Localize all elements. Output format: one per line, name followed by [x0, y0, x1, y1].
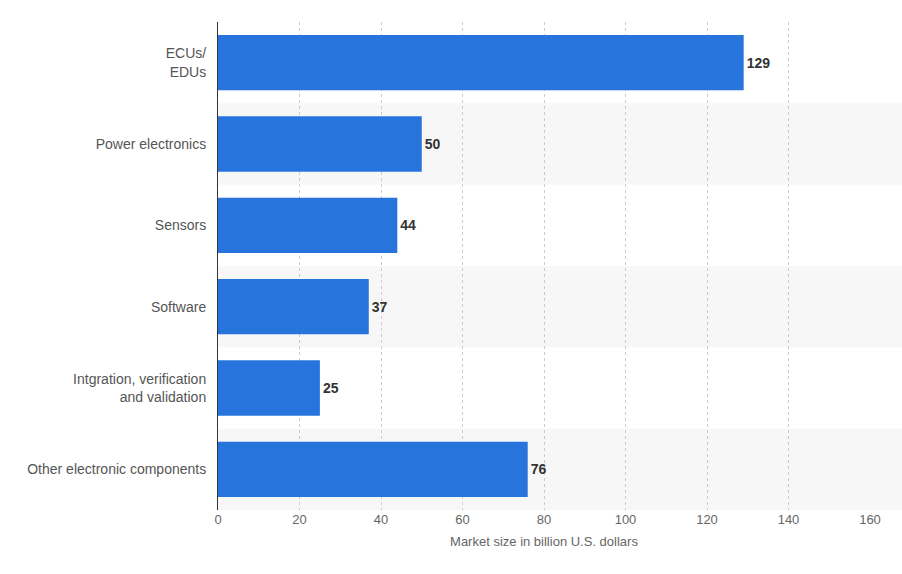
svg-text:Market size in billion U.S. do: Market size in billion U.S. dollars [450, 534, 638, 549]
svg-text:44: 44 [400, 217, 416, 233]
svg-text:60: 60 [455, 512, 469, 527]
svg-text:Software: Software [151, 299, 206, 315]
svg-text:Other electronic components: Other electronic components [27, 461, 206, 477]
svg-text:ECUs/EDUs: ECUs/EDUs [166, 45, 207, 79]
svg-text:129: 129 [747, 55, 771, 71]
svg-text:76: 76 [531, 461, 547, 477]
svg-text:140: 140 [778, 512, 800, 527]
svg-text:120: 120 [696, 512, 718, 527]
svg-text:100: 100 [615, 512, 637, 527]
svg-text:50: 50 [425, 136, 441, 152]
svg-text:25: 25 [323, 380, 339, 396]
svg-text:80: 80 [537, 512, 551, 527]
svg-text:Sensors: Sensors [155, 217, 206, 233]
svg-text:Intgration, verificationand va: Intgration, verificationand validation [73, 371, 206, 405]
svg-text:37: 37 [372, 299, 388, 315]
svg-text:20: 20 [292, 512, 306, 527]
svg-text:40: 40 [374, 512, 388, 527]
svg-text:160: 160 [859, 512, 881, 527]
svg-text:0: 0 [214, 512, 221, 527]
svg-text:Power electronics: Power electronics [96, 136, 207, 152]
